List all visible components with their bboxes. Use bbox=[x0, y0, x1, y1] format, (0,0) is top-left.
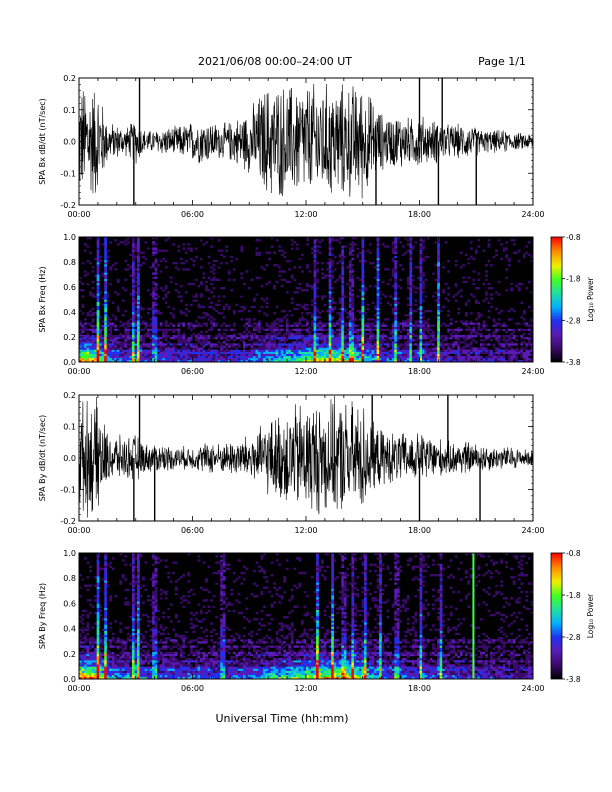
panel-4: -0.8 -1.8 -2.8 -3.8 Log₁₀ Power 00:00 06:00 12:… bbox=[38, 549, 595, 693]
y-tick-label: 0.0 bbox=[63, 138, 76, 147]
y-tick-label: 0.2 bbox=[63, 391, 76, 400]
y-tick-label: 1.0 bbox=[63, 549, 76, 558]
x-tick-label: 12:00 bbox=[294, 684, 317, 693]
y-tick-label: 0.4 bbox=[63, 308, 76, 317]
y-tick-label: -0.1 bbox=[60, 169, 76, 178]
y-tick-label: 0.0 bbox=[63, 675, 76, 684]
y-tick-label: 0.1 bbox=[63, 423, 76, 432]
spectrogram-cells bbox=[79, 553, 533, 679]
plot-title: 2021/06/08 00:00–24:00 UT bbox=[198, 55, 352, 68]
y-tick-label: 0.2 bbox=[63, 650, 76, 659]
y-tick-label: 0.6 bbox=[63, 283, 76, 292]
x-axis-label: Universal Time (hh:mm) bbox=[216, 712, 349, 725]
x-tick-label: 00:00 bbox=[67, 684, 90, 693]
x-tick-label: 12:00 bbox=[294, 367, 317, 376]
y-tick-label: -0.2 bbox=[60, 201, 76, 210]
y-tick-label: 1.0 bbox=[63, 233, 76, 242]
trace-line bbox=[79, 395, 533, 518]
x-tick-label: 00:00 bbox=[67, 367, 90, 376]
x-tick-label: 18:00 bbox=[408, 210, 431, 219]
colorbar bbox=[550, 236, 563, 363]
x-tick-label: 06:00 bbox=[181, 210, 204, 219]
x-tick-label: 06:00 bbox=[181, 684, 204, 693]
plot-area-4 bbox=[79, 553, 533, 679]
x-tick-label: 24:00 bbox=[521, 526, 544, 535]
panel-2: -0.8 -1.8 -2.8 -3.8 Log₁₀ Power 00:00 06:00 12:… bbox=[38, 233, 595, 376]
x-tick-label: 24:00 bbox=[521, 210, 544, 219]
x-tick-label: 18:00 bbox=[408, 526, 431, 535]
x-tick-label: 24:00 bbox=[521, 684, 544, 693]
colorbar-tick-label: -2.8 bbox=[566, 633, 581, 642]
x-tick-label: 12:00 bbox=[294, 526, 317, 535]
y-tick-label: -0.1 bbox=[60, 486, 76, 495]
y-tick-label: -0.2 bbox=[60, 517, 76, 526]
panel-3: 00:00 06:00 12:00 18:00 24:00 -0.2 -0.1 0.0 0.1 0… bbox=[38, 391, 545, 535]
x-tick-label: 06:00 bbox=[181, 367, 204, 376]
y-tick-label: 0.8 bbox=[63, 574, 76, 583]
colorbar-tick-label: -1.8 bbox=[566, 591, 581, 600]
x-tick-label: 00:00 bbox=[67, 210, 90, 219]
y-tick-label: 0.2 bbox=[63, 74, 76, 83]
y-axis-label: SPA Bx Freq (Hz) bbox=[38, 266, 47, 332]
y-tick-label: 0.8 bbox=[63, 258, 76, 267]
x-tick-label: 24:00 bbox=[521, 367, 544, 376]
panels: 00:00 06:00 12:00 18:00 24:00 -0.2 -0.1 0.0 0.1 0… bbox=[38, 74, 595, 693]
y-tick-label: 0.4 bbox=[63, 625, 76, 634]
colorbar-tick-label: -0.8 bbox=[566, 549, 581, 558]
y-tick-label: 0.0 bbox=[63, 454, 76, 463]
colorbar-tick-label: -2.8 bbox=[566, 316, 581, 325]
colorbar-label: Log₁₀ Power bbox=[586, 593, 595, 638]
colorbar-label: Log₁₀ Power bbox=[586, 276, 595, 321]
x-tick-label: 18:00 bbox=[408, 367, 431, 376]
colorbar-tick-label: -0.8 bbox=[566, 233, 581, 242]
trace-line bbox=[79, 84, 533, 199]
x-tick-label: 12:00 bbox=[294, 210, 317, 219]
colorbar-tick-label: -3.8 bbox=[566, 675, 581, 684]
y-axis-label: SPA By Freq (Hz) bbox=[38, 583, 47, 649]
y-axis-label: SPA By dB/dt (nT/sec) bbox=[38, 415, 47, 502]
y-tick-label: 0.0 bbox=[63, 358, 76, 367]
page-label: Page 1/1 bbox=[478, 55, 526, 68]
plot-area-2 bbox=[79, 237, 533, 362]
x-tick-label: 06:00 bbox=[181, 526, 204, 535]
y-tick-label: 0.6 bbox=[63, 599, 76, 608]
plot-area-1 bbox=[79, 78, 533, 205]
panel-1: 00:00 06:00 12:00 18:00 24:00 -0.2 -0.1 0.0 0.1 0… bbox=[38, 74, 545, 219]
x-tick-label: 18:00 bbox=[408, 684, 431, 693]
colorbar bbox=[550, 552, 563, 680]
spectrogram-cells bbox=[79, 237, 533, 362]
colorbar-tick-label: -3.8 bbox=[566, 358, 581, 367]
y-axis-label: SPA Bx dB/dt (nT/sec) bbox=[38, 98, 47, 185]
colorbar-tick-label: -1.8 bbox=[566, 275, 581, 284]
x-tick-label: 00:00 bbox=[67, 526, 90, 535]
y-tick-label: 0.1 bbox=[63, 106, 76, 115]
plot-area-3 bbox=[79, 395, 533, 521]
y-tick-label: 0.2 bbox=[63, 333, 76, 342]
